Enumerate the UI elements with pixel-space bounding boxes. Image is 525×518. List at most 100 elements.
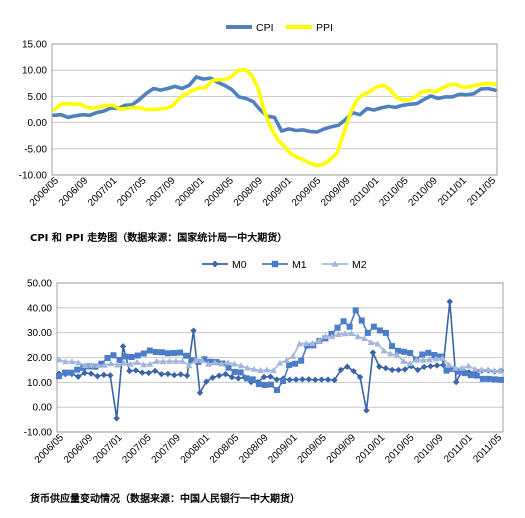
data-point	[461, 370, 468, 377]
data-point	[356, 373, 364, 381]
y-tick-label: 15.00	[22, 40, 47, 51]
data-point	[171, 371, 178, 379]
data-point	[419, 356, 427, 363]
data-point	[192, 356, 199, 363]
data-point	[127, 360, 134, 367]
data-point	[120, 359, 128, 366]
data-point	[498, 376, 504, 383]
data-point	[244, 364, 251, 371]
data-point	[270, 367, 277, 374]
legend-1: CPI PPI	[226, 22, 333, 34]
data-point	[340, 318, 347, 325]
y-tick-label: 10.00	[22, 66, 47, 77]
data-point	[358, 317, 365, 324]
data-point	[387, 350, 394, 357]
data-point	[432, 355, 440, 362]
y-tick-label: 50.00	[27, 279, 52, 290]
x-tick-label: 2007/09	[150, 432, 184, 466]
data-point	[158, 370, 165, 378]
data-point	[98, 360, 105, 367]
x-tick-label: 2008/05	[203, 175, 237, 209]
y-tick-label: 20.00	[27, 353, 52, 364]
y-tick-label: 0.00	[28, 118, 48, 129]
data-point	[132, 367, 140, 374]
data-point	[166, 357, 173, 364]
data-point	[94, 372, 101, 380]
data-point	[177, 349, 184, 356]
legend-item-cpi: CPI	[226, 22, 274, 34]
data-point	[443, 367, 450, 374]
legend-marker	[211, 260, 219, 268]
data-point	[413, 356, 420, 363]
data-point	[237, 362, 245, 369]
data-point	[231, 368, 238, 375]
data-point	[273, 387, 280, 394]
data-point	[164, 350, 171, 357]
data-point	[267, 373, 274, 380]
data-point	[335, 331, 342, 338]
data-point	[369, 349, 377, 356]
data-point	[361, 334, 368, 341]
data-point	[205, 360, 212, 367]
x-tick-label: 2007/05	[115, 175, 149, 209]
data-point	[328, 330, 335, 337]
data-point	[363, 407, 370, 414]
data-point	[203, 378, 210, 385]
data-point	[370, 323, 377, 330]
data-point	[414, 366, 421, 374]
legend-label: PPI	[316, 22, 333, 34]
x-tick-label: 2009/05	[296, 432, 330, 466]
data-point	[218, 360, 225, 367]
data-point	[298, 357, 305, 364]
data-point	[497, 367, 505, 374]
y-tick-label: -10.00	[19, 171, 48, 182]
data-point	[376, 327, 383, 334]
data-point	[286, 361, 293, 368]
series-cpi	[52, 75, 497, 134]
legend-item-m2: M2	[322, 259, 367, 271]
data-point	[407, 350, 414, 357]
x-tick-label: 2009/09	[319, 175, 353, 209]
x-tick-label: 2007/01	[86, 175, 120, 209]
x-tick-label: 2007/01	[91, 432, 125, 466]
data-point	[479, 375, 486, 382]
data-point	[196, 389, 204, 396]
data-point	[107, 372, 114, 379]
data-point	[201, 356, 208, 363]
data-point	[92, 363, 99, 370]
data-point	[255, 381, 262, 388]
data-point	[491, 367, 498, 374]
data-point	[364, 329, 371, 336]
legend-item-m0: M0	[202, 259, 247, 271]
data-point	[401, 348, 408, 355]
data-point	[346, 323, 353, 330]
x-tick-label: 2008/01	[179, 432, 213, 466]
data-point	[382, 364, 389, 372]
data-point	[389, 343, 396, 350]
data-point	[207, 358, 214, 365]
data-point	[75, 373, 82, 380]
data-point	[465, 362, 472, 369]
data-point	[177, 371, 184, 378]
data-point	[211, 359, 219, 366]
data-point	[452, 378, 460, 386]
x-tick-label: 2008/01	[173, 175, 207, 209]
data-point	[344, 363, 351, 370]
data-point	[388, 366, 396, 374]
legend-marker	[271, 260, 279, 268]
series-line-cpi	[52, 75, 497, 134]
data-point	[425, 349, 432, 356]
data-point	[292, 360, 299, 367]
data-point	[395, 366, 402, 374]
data-point	[367, 338, 375, 345]
data-point	[87, 370, 95, 377]
data-point	[431, 352, 438, 359]
plot-area	[56, 282, 504, 433]
data-point	[439, 354, 446, 361]
data-point	[126, 367, 133, 375]
data-point	[458, 364, 466, 371]
data-point	[260, 373, 268, 381]
data-point	[452, 364, 459, 371]
data-point	[395, 347, 402, 354]
